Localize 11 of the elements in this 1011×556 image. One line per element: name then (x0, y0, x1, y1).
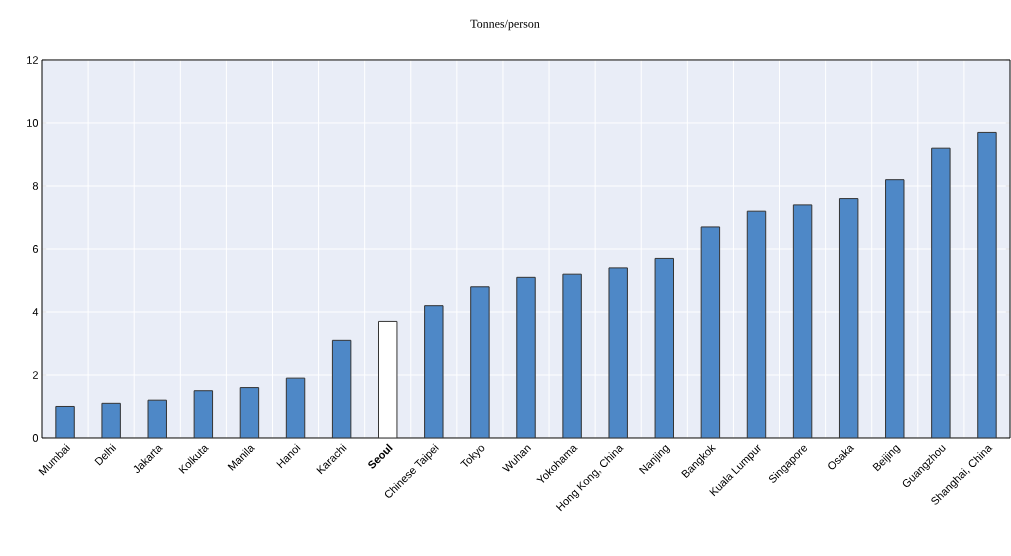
y-tick-label: 4 (32, 308, 39, 316)
y-tick-label: 0 (32, 434, 39, 442)
bar (470, 286, 490, 438)
y-tick-label: 12 (27, 56, 38, 64)
y-tick-label: 2 (32, 371, 38, 379)
y-tick-label: 10 (27, 119, 39, 127)
bar (608, 267, 628, 438)
chart-subtitle: Tonnes/person (470, 19, 540, 31)
y-tick-label: 6 (32, 245, 38, 253)
bar (424, 305, 444, 438)
y-tick-label: 8 (32, 182, 38, 190)
